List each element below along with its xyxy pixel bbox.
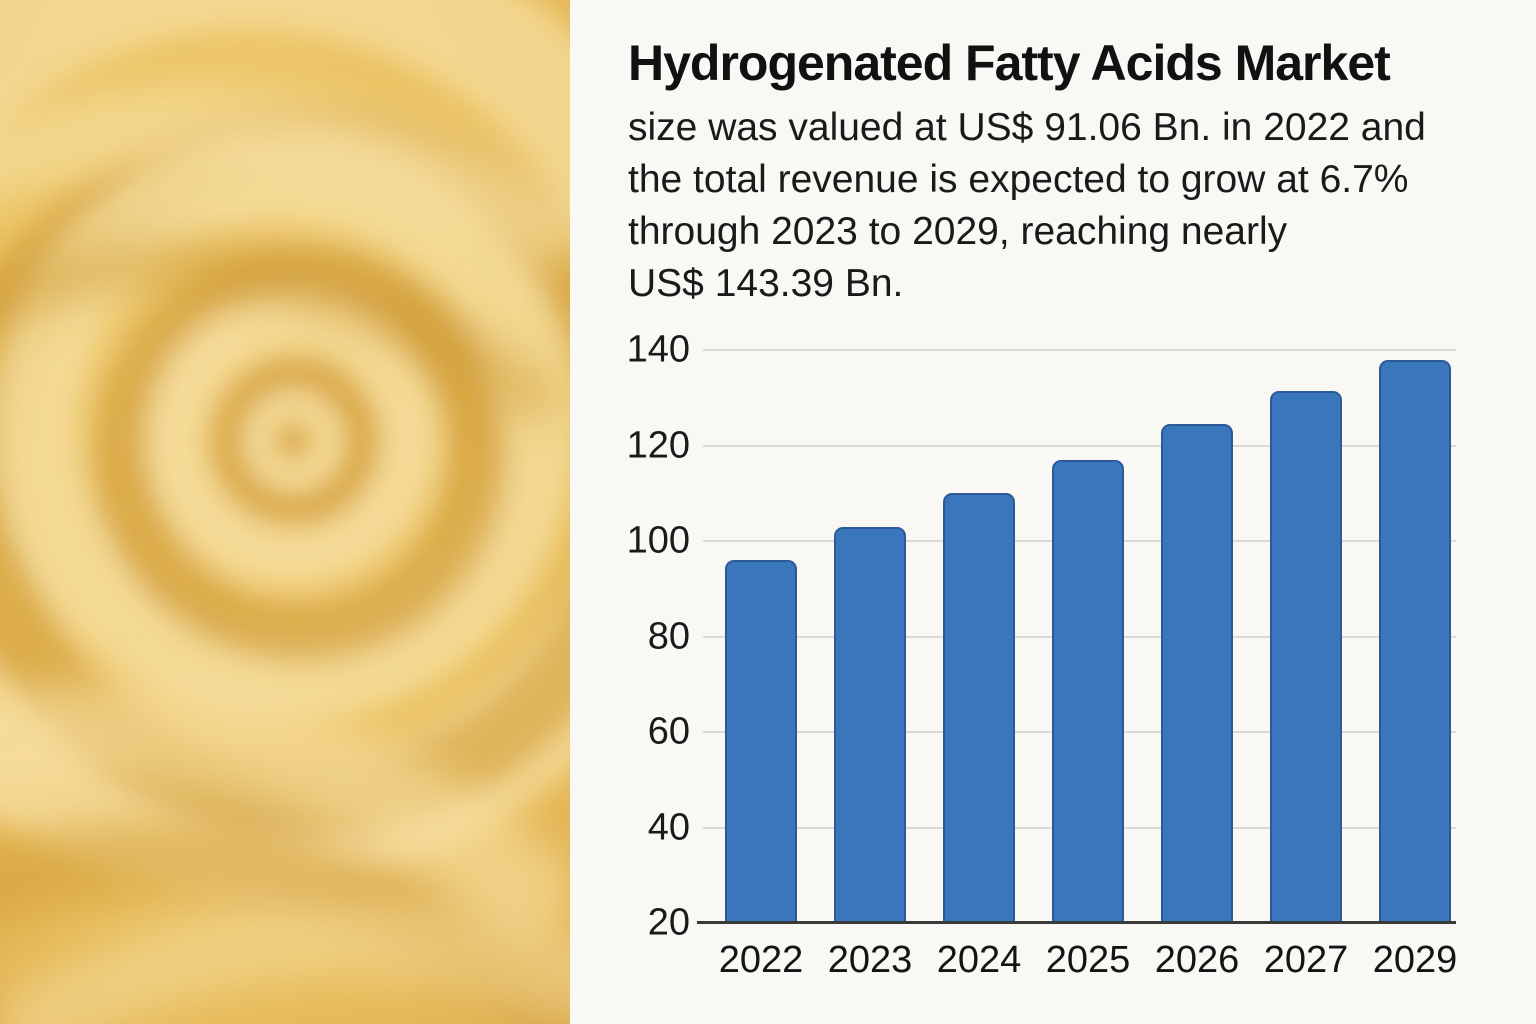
description-line: size was valued at US$ 91.06 Bn. in 2022…	[628, 106, 1426, 149]
description-line: US$ 143.39 Bn.	[628, 262, 904, 305]
y-tick-label: 100	[626, 519, 690, 562]
x-tick-label: 2022	[718, 939, 804, 981]
bar-2024	[943, 493, 1015, 923]
swirl-bands	[0, 86, 570, 1024]
content-panel: Hydrogenated Fatty Acids Market size was…	[570, 0, 1536, 1024]
chart-x-axis: 2022 2023 2024 2025 2026 2027 2029	[703, 923, 1458, 993]
x-axis-line	[697, 921, 1456, 924]
gridline	[703, 444, 1456, 447]
x-tick-label: 2027	[1263, 939, 1349, 981]
bar-2023	[834, 526, 906, 923]
description-line: through 2023 to 2029, reaching nearly	[628, 210, 1288, 253]
headline-block: Hydrogenated Fatty Acids Market size was…	[628, 34, 1523, 310]
description-line: the total revenue is expected to grow at…	[628, 158, 1409, 201]
y-tick-label: 40	[647, 806, 690, 848]
x-tick-label: 2026	[1154, 939, 1240, 981]
y-tick-label: 80	[647, 615, 690, 657]
x-tick-label: 2024	[936, 939, 1022, 981]
y-tick-label: 140	[626, 328, 690, 371]
x-tick-label: 2023	[827, 939, 913, 981]
x-tick-label: 2029	[1372, 939, 1458, 981]
bar-2025	[1052, 459, 1124, 923]
y-tick-label: 60	[647, 710, 690, 753]
x-tick-label: 2025	[1045, 939, 1131, 981]
bar-2022	[725, 560, 797, 923]
bar-2029	[1379, 359, 1451, 923]
bar-2026	[1161, 424, 1233, 923]
gridline	[703, 349, 1456, 351]
hero-image	[0, 0, 570, 1024]
chart-plot-area	[697, 349, 1456, 924]
page-title: Hydrogenated Fatty Acids Market	[628, 35, 1391, 91]
bar-2027	[1270, 390, 1342, 923]
y-tick-label: 120	[626, 424, 690, 466]
cream-swirl-image	[0, 0, 570, 1024]
bar-chart: 20 40 60 80 100 120 140 2022 2023 2024 2025 2026 20…	[570, 329, 1536, 1010]
chart-y-axis: 20 40 60 80 100 120 140	[570, 329, 690, 944]
y-tick-label: 20	[647, 901, 690, 944]
market-description: size was valued at US$ 91.06 Bn. in 2022…	[628, 102, 1523, 310]
